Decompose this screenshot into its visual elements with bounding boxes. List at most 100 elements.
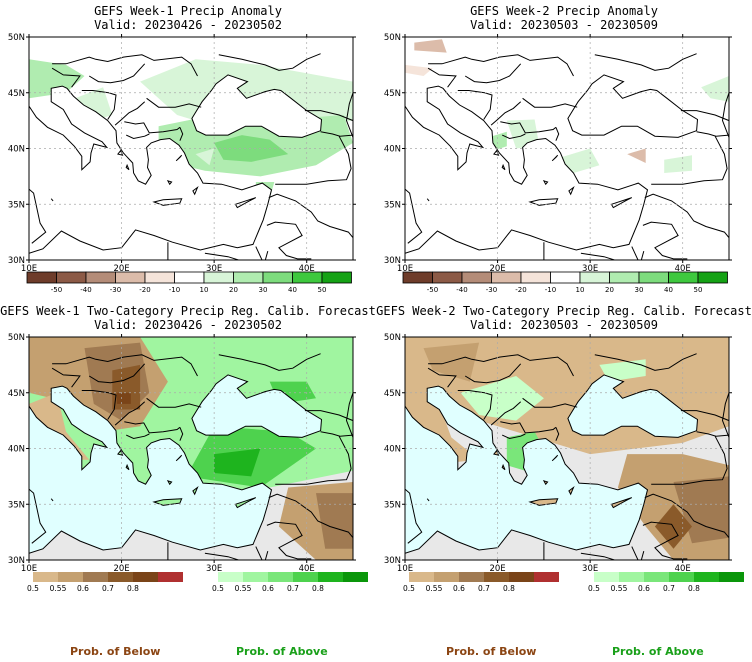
below-prob-region bbox=[423, 342, 480, 382]
island bbox=[50, 198, 54, 202]
lat-label: 45N bbox=[384, 389, 401, 399]
country-border bbox=[204, 252, 241, 260]
caspian-coast bbox=[721, 392, 729, 438]
colorbar-label: -40 bbox=[456, 286, 467, 294]
colorbar-label: -20 bbox=[139, 286, 150, 294]
colorbar-swatch bbox=[638, 271, 669, 284]
panel-week2-anomaly: GEFS Week-2 Precip Anomaly Valid: 202305… bbox=[376, 0, 752, 300]
colorbar-swatch bbox=[243, 572, 268, 582]
colorbar-swatch bbox=[594, 572, 619, 582]
country-border bbox=[320, 431, 353, 437]
country-border bbox=[146, 397, 202, 408]
colorbar-label: 50 bbox=[694, 286, 703, 294]
country-border bbox=[266, 221, 312, 260]
country-border bbox=[642, 521, 688, 560]
island bbox=[50, 498, 54, 502]
colorbar-label: 0.6 bbox=[638, 584, 650, 593]
lat-label: 50N bbox=[8, 333, 25, 343]
colorbar-swatch bbox=[343, 572, 368, 582]
lon-label: 30E bbox=[206, 564, 222, 574]
island bbox=[568, 186, 575, 196]
lon-label: 10E bbox=[397, 264, 413, 274]
island bbox=[175, 454, 183, 462]
basemap bbox=[29, 37, 353, 260]
lat-label: 35N bbox=[384, 500, 401, 510]
wet-anomaly-region bbox=[664, 155, 692, 173]
country-border bbox=[218, 53, 321, 71]
lon-label: 40E bbox=[299, 264, 315, 274]
lon-label: 10E bbox=[397, 564, 413, 574]
colorbar-label: 0.55 bbox=[50, 584, 67, 593]
country-border bbox=[696, 431, 729, 437]
country-border bbox=[275, 135, 352, 185]
colorbar-label: -40 bbox=[80, 286, 91, 294]
colorbar-swatch bbox=[144, 271, 175, 284]
lat-label: 30N bbox=[8, 256, 25, 266]
colorbar-swatch bbox=[719, 572, 744, 582]
colorbar-label: -50 bbox=[51, 286, 62, 294]
country-border bbox=[631, 546, 645, 560]
colorbar-label: 30 bbox=[635, 286, 644, 294]
black-sea bbox=[567, 74, 699, 138]
country-border bbox=[428, 54, 574, 77]
colorbar-swatch bbox=[459, 572, 484, 582]
country-border bbox=[490, 401, 522, 426]
colorbar-swatch bbox=[56, 271, 87, 284]
country-border bbox=[680, 110, 729, 122]
island bbox=[551, 454, 559, 462]
basemap bbox=[405, 37, 729, 260]
basemap bbox=[405, 337, 729, 560]
colorbar-label: 20 bbox=[605, 286, 614, 294]
colorbar-swatch bbox=[292, 271, 323, 284]
lat-label: 50N bbox=[384, 333, 401, 343]
country-border bbox=[555, 427, 560, 441]
island bbox=[568, 486, 575, 496]
colorbar-label: 0.5 bbox=[27, 584, 39, 593]
country-border bbox=[204, 552, 241, 560]
colorbar-label: 0.6 bbox=[262, 584, 274, 593]
panel-valid-dates: Valid: 20230503 - 20230509 bbox=[470, 18, 658, 32]
country-border bbox=[457, 390, 493, 420]
panel-title: GEFS Week-2 Precip Anomaly bbox=[470, 4, 658, 18]
colorbar-label: 0.6 bbox=[453, 584, 465, 593]
lat-label: 35N bbox=[8, 500, 25, 510]
colorbar-swatch bbox=[26, 271, 57, 284]
country-border bbox=[644, 193, 729, 239]
colorbar-swatch bbox=[669, 572, 694, 582]
caspian-coast bbox=[721, 92, 729, 138]
colorbar-label: 0.7 bbox=[287, 584, 299, 593]
colorbar-swatch bbox=[58, 572, 83, 582]
colorbar-label: 40 bbox=[288, 286, 297, 294]
below-colorbar: 0.5 0.55 0.6 0.7 0.8 bbox=[27, 572, 183, 593]
colorbar-swatch bbox=[174, 271, 205, 284]
country-border bbox=[427, 67, 457, 88]
colorbar-label: 0.55 bbox=[426, 584, 443, 593]
colorbar-label: 0.5 bbox=[212, 584, 224, 593]
country-border bbox=[114, 101, 146, 126]
lat-label: 40N bbox=[8, 445, 25, 455]
colorbar-swatch bbox=[203, 271, 234, 284]
island bbox=[234, 197, 257, 209]
colorbar-label: 0.5 bbox=[403, 584, 415, 593]
lon-label: 40E bbox=[299, 564, 315, 574]
country-border bbox=[51, 367, 81, 388]
island bbox=[501, 163, 506, 171]
black-sea bbox=[567, 374, 699, 438]
country-border bbox=[81, 90, 117, 120]
colorbar-label: 0.55 bbox=[611, 584, 628, 593]
basemap bbox=[29, 337, 353, 560]
lat-label: 45N bbox=[8, 89, 25, 99]
island bbox=[166, 479, 173, 486]
caspian-coast bbox=[345, 392, 353, 438]
country-border bbox=[114, 401, 146, 426]
lon-label: 30E bbox=[582, 264, 598, 274]
lon-label: 20E bbox=[113, 564, 129, 574]
island bbox=[610, 497, 633, 509]
colorbar-label: 0.8 bbox=[127, 584, 139, 593]
country-border bbox=[29, 478, 47, 544]
colorbar-label: -10 bbox=[545, 286, 556, 294]
panel-title: GEFS Week-2 Two-Category Precip Reg. Cal… bbox=[376, 304, 752, 318]
country-border bbox=[405, 478, 423, 544]
colorbar-label: -30 bbox=[486, 286, 497, 294]
